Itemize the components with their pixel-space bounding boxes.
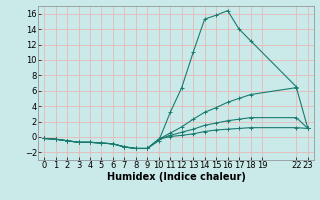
X-axis label: Humidex (Indice chaleur): Humidex (Indice chaleur)	[107, 172, 245, 182]
